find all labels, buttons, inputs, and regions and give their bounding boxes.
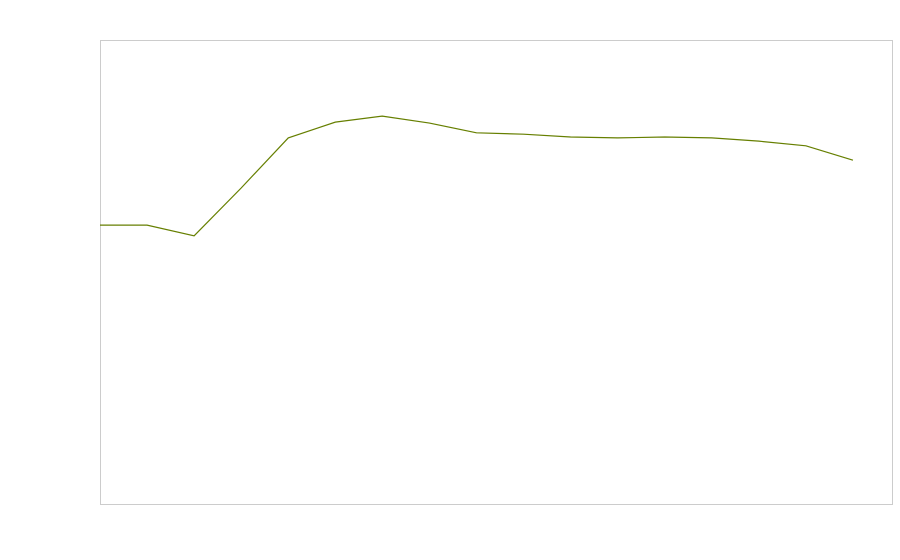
data-line [100,115,854,237]
plot-frame [100,40,893,505]
